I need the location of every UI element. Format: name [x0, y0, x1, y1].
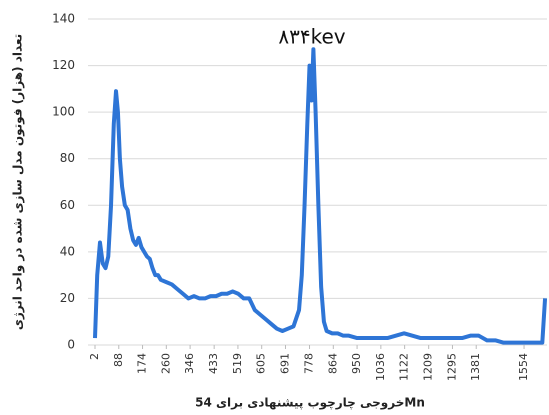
y-tick-label: 40: [60, 244, 75, 258]
x-tick-label: 1554: [517, 353, 530, 381]
y-tick-label: 100: [52, 105, 75, 119]
x-tick-label: 950: [350, 353, 363, 374]
x-tick-label: 260: [159, 353, 172, 374]
x-tick-label: 778: [303, 353, 316, 374]
x-tick-label: 691: [278, 353, 291, 374]
y-tick-label: 80: [60, 151, 75, 165]
y-tick-label: 0: [67, 338, 75, 352]
x-tick-label: 1209: [422, 353, 435, 381]
x-tick-label: 1295: [445, 353, 458, 381]
x-tick-label: 2: [88, 353, 101, 360]
x-tick-label: 605: [255, 353, 268, 374]
x-tick-label: 1036: [374, 353, 387, 381]
data-line: [93, 47, 548, 345]
y-tick-label: 120: [52, 58, 75, 72]
y-tick-label: 20: [60, 291, 75, 305]
x-axis-label: خروجی چارچوب پیشنهادی برای 54Mn: [195, 396, 425, 411]
x-tick-label: 1381: [469, 353, 482, 381]
x-tick-label: 433: [207, 353, 220, 374]
x-tick-label: 346: [183, 353, 196, 374]
y-tick-label: 140: [52, 12, 75, 26]
x-tick-label: 519: [231, 353, 244, 374]
x-tick-label: 174: [136, 353, 149, 374]
y-axis-label: تعداد (هزار) فوتون مدل سازی شده در واحد …: [11, 34, 26, 330]
annotation: ۸۳۴kev: [278, 25, 345, 49]
y-tick-label: 60: [60, 198, 75, 212]
x-tick-label: 1122: [398, 353, 411, 381]
x-tick-label: 864: [326, 353, 339, 374]
x-tick-label: 88: [112, 353, 125, 367]
